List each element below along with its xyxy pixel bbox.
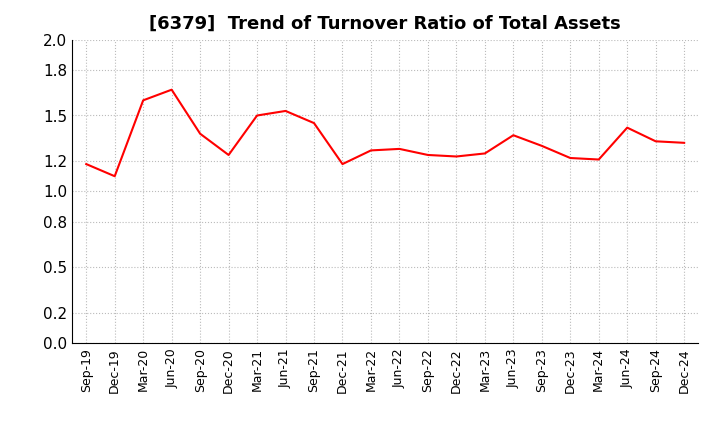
Title: [6379]  Trend of Turnover Ratio of Total Assets: [6379] Trend of Turnover Ratio of Total …	[149, 15, 621, 33]
